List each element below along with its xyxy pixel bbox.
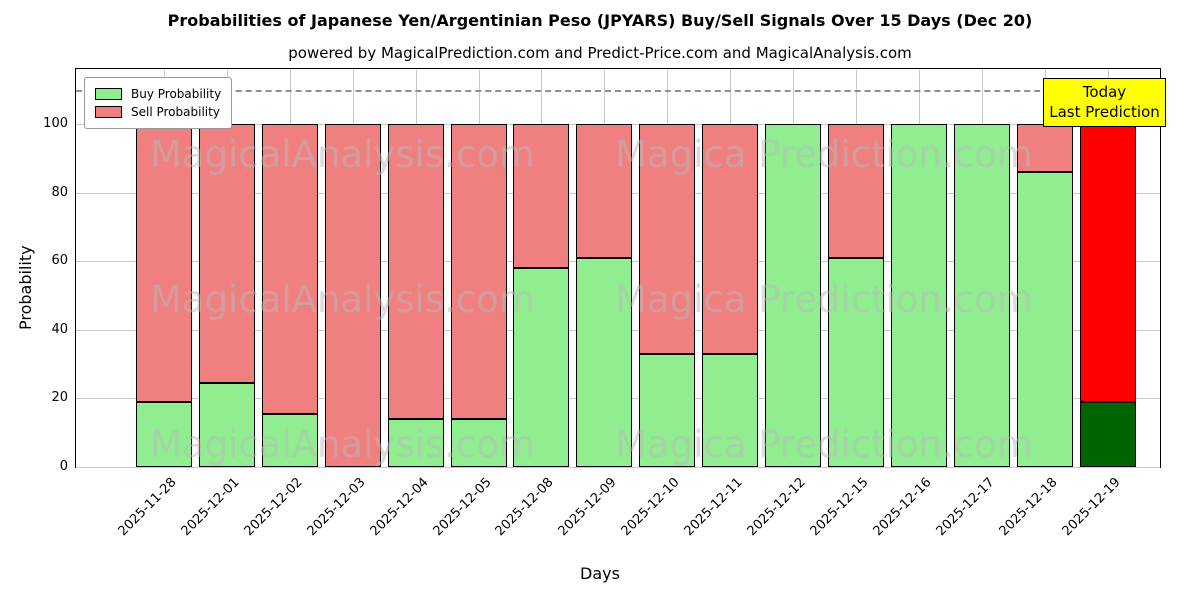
plot-area — [75, 68, 1161, 468]
legend-item-buy: Buy Probability — [95, 87, 221, 101]
buy-bar-segment — [890, 123, 947, 467]
gridline-y — [76, 467, 1160, 468]
sell-bar-segment — [702, 123, 759, 354]
sell-bar-segment — [387, 123, 444, 419]
buy-bar-segment — [576, 257, 633, 467]
sell-bar-segment — [1016, 123, 1073, 172]
sell-bar-segment — [324, 123, 381, 467]
today-annotation-line2: Last Prediction — [1049, 103, 1160, 122]
buy-bar-segment — [513, 268, 570, 467]
buy-bar-segment — [702, 353, 759, 467]
buy-bar-segment — [387, 418, 444, 467]
ytick-label: 60 — [51, 253, 68, 269]
ytick-label: 100 — [43, 115, 68, 131]
sell-bar-segment — [576, 123, 633, 258]
buy-bar-segment — [198, 382, 255, 467]
x-axis-label: Days — [580, 564, 620, 583]
legend-label-buy: Buy Probability — [131, 87, 222, 101]
sell-bar-segment — [450, 123, 507, 419]
buy-bar-segment — [765, 123, 821, 467]
buy-bar-segment — [1016, 171, 1073, 467]
sell-bar-segment — [1079, 123, 1136, 402]
ytick-label: 0 — [59, 459, 68, 474]
legend-item-sell: Sell Probability — [95, 105, 221, 119]
buy-bar-segment — [953, 123, 1010, 467]
buy-bar-segment — [450, 418, 507, 467]
buy-bar-segment — [261, 413, 318, 467]
buy-bar-segment — [1079, 401, 1136, 467]
buy-bar-segment — [827, 257, 884, 467]
sell-bar-segment — [136, 123, 192, 402]
sell-bar-segment — [513, 123, 570, 268]
ytick-label: 80 — [51, 184, 68, 200]
today-annotation-line1: Today — [1082, 83, 1127, 101]
sell-bar-segment — [639, 123, 696, 354]
buy-bar-segment — [136, 401, 192, 467]
sell-bar-segment — [198, 123, 255, 383]
chart-subtitle: powered by MagicalPrediction.com and Pre… — [288, 44, 912, 62]
buy-color-swatch — [95, 88, 122, 100]
dashed-threshold-line — [76, 89, 1160, 92]
sell-bar-segment — [261, 123, 318, 414]
ytick-label: 20 — [51, 390, 68, 406]
sell-bar-segment — [827, 123, 884, 258]
legend: Buy Probability Sell Probability — [84, 77, 233, 129]
ytick-label: 40 — [51, 321, 68, 337]
chart-title: Probabilities of Japanese Yen/Argentinia… — [167, 11, 1033, 30]
sell-color-swatch — [95, 106, 122, 118]
today-annotation: Today Last Prediction — [1043, 78, 1166, 127]
legend-label-sell: Sell Probability — [131, 105, 220, 119]
buy-bar-segment — [639, 353, 696, 467]
